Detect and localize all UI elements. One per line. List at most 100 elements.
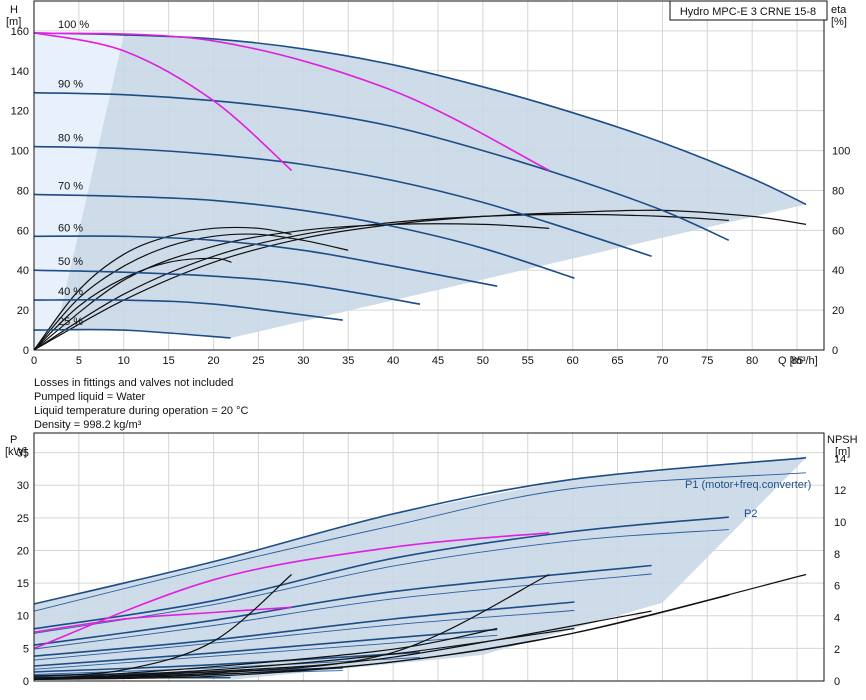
top-y2-tick-label: 100 bbox=[832, 146, 850, 158]
bottom-y2-tick-label: 2 bbox=[834, 644, 840, 656]
top-y2-tick-label: 80 bbox=[832, 185, 844, 197]
qh-curve bbox=[33, 145, 652, 258]
top-x-tick-label: 40 bbox=[387, 355, 399, 367]
eta-curve bbox=[33, 223, 550, 351]
speed-label: 70 % bbox=[58, 180, 83, 192]
top-y2-axis-unit: [%] bbox=[831, 16, 847, 28]
p2-curve bbox=[33, 529, 729, 634]
bottom-y2-tick-label: 8 bbox=[834, 549, 840, 561]
bottom-y2-tick-label: 14 bbox=[834, 453, 846, 465]
top-y2-tick-label: 40 bbox=[832, 265, 844, 277]
qh-curve bbox=[33, 269, 421, 305]
p2-series-label: P2 bbox=[744, 508, 757, 520]
speed-label: 60 % bbox=[58, 222, 83, 234]
top-y-tick-label: 0 bbox=[23, 345, 29, 357]
speed-label: 25 % bbox=[58, 316, 83, 328]
product-title: Hydro MPC-E 3 CRNE 15-8 bbox=[680, 6, 816, 18]
p1-series-label: P1 (motor+freq.converter) bbox=[685, 479, 811, 491]
bottom-y-axis-label: P bbox=[10, 434, 17, 446]
speed-label: 50 % bbox=[58, 256, 83, 268]
top-y-tick-label: 160 bbox=[11, 26, 29, 38]
bottom-y2-tick-label: 0 bbox=[834, 676, 840, 688]
note-losses: Losses in fittings and valves not includ… bbox=[34, 377, 234, 389]
top-y2-tick-label: 0 bbox=[832, 345, 838, 357]
top-x-tick-label: 35 bbox=[342, 355, 354, 367]
bottom-y2-tick-label: 10 bbox=[834, 517, 846, 529]
p1-curve bbox=[33, 516, 729, 630]
note-liquid: Pumped liquid = Water bbox=[34, 391, 146, 403]
npsh-curve bbox=[33, 594, 729, 680]
bottom-y-tick-label: 5 bbox=[23, 643, 29, 655]
eta-curve bbox=[33, 213, 729, 351]
p2-curve bbox=[33, 634, 498, 670]
top-x-tick-label: 85 bbox=[791, 355, 803, 367]
chart-notes: Losses in fittings and valves not includ… bbox=[34, 376, 248, 432]
bottom-y-tick-label: 15 bbox=[17, 578, 29, 590]
top-y-tick-label: 140 bbox=[11, 66, 29, 78]
bottom-y2-axis-unit: [m] bbox=[835, 446, 850, 458]
npsh-curve bbox=[33, 627, 498, 680]
top-plot-frame bbox=[33, 0, 825, 351]
top-y2-tick-label: 20 bbox=[832, 305, 844, 317]
qh-curve bbox=[33, 91, 730, 242]
p2-curve bbox=[33, 472, 807, 612]
bottom-plot-frame bbox=[33, 432, 825, 682]
top-x-tick-label: 45 bbox=[432, 355, 444, 367]
single-pump-curve bbox=[33, 32, 293, 172]
p2-curve bbox=[33, 610, 575, 661]
top-x-tick-label: 55 bbox=[522, 355, 534, 367]
bottom-y2-tick-label: 12 bbox=[834, 485, 846, 497]
bottom-y-tick-label: 35 bbox=[17, 448, 29, 460]
bottom-y-axis-unit: [kW] bbox=[5, 446, 27, 458]
top-x-tick-label: 80 bbox=[746, 355, 758, 367]
eta-curve bbox=[33, 233, 349, 351]
qh-curve bbox=[33, 193, 575, 279]
top-x-tick-label: 25 bbox=[252, 355, 264, 367]
product-title-box bbox=[669, 0, 828, 21]
p1-curve bbox=[33, 457, 807, 605]
speed-label: 100 % bbox=[58, 19, 89, 31]
top-x-tick-label: 0 bbox=[31, 355, 37, 367]
top-y-axis-label: H bbox=[10, 4, 18, 16]
top-y-tick-label: 20 bbox=[17, 305, 29, 317]
top-x-tick-label: 70 bbox=[656, 355, 668, 367]
qh-curve bbox=[33, 235, 498, 287]
p1-curve bbox=[33, 601, 575, 657]
eta-curve bbox=[33, 209, 807, 351]
top-x-tick-label: 5 bbox=[76, 355, 82, 367]
top-x-tick-label: 30 bbox=[297, 355, 309, 367]
single-pump-power-curve bbox=[33, 532, 550, 650]
p2-curve bbox=[33, 573, 652, 650]
top-x-tick-label: 10 bbox=[118, 355, 130, 367]
qh-curve bbox=[33, 299, 343, 321]
top-x-tick-label: 75 bbox=[701, 355, 713, 367]
bottom-y-tick-label: 10 bbox=[17, 611, 29, 623]
top-y-tick-label: 120 bbox=[11, 106, 29, 118]
qh-chart: 0 5 10 15 20 25 30 35 40 45 50 55 60 65 70 75 80 85 0 20 40 6… bbox=[11, 0, 850, 367]
npsh-curve bbox=[33, 627, 575, 680]
bottom-y2-axis-label: NPSH bbox=[827, 434, 858, 446]
top-y-tick-label: 40 bbox=[17, 265, 29, 277]
top-x-axis-label: Q [m³/h] bbox=[778, 355, 818, 367]
top-y-tick-label: 100 bbox=[11, 146, 29, 158]
note-density: Density = 998.2 kg/m³ bbox=[34, 419, 142, 431]
bottom-y2-tick-label: 4 bbox=[834, 612, 840, 624]
top-x-tick-label: 15 bbox=[163, 355, 175, 367]
single-pump-curve bbox=[33, 32, 550, 172]
bottom-y-tick-label: 30 bbox=[17, 480, 29, 492]
power-npsh-chart: 0 5 10 15 20 25 30 35 0 2 4 6 8 10 12 14 bbox=[17, 432, 846, 688]
top-y2-tick-label: 60 bbox=[832, 225, 844, 237]
p1-curve bbox=[33, 628, 498, 667]
top-y-axis-unit: [m] bbox=[6, 16, 21, 28]
speed-label: 80 % bbox=[58, 133, 83, 145]
qh-curve bbox=[33, 328, 231, 339]
bottom-y-tick-label: 25 bbox=[17, 513, 29, 525]
bottom-y-tick-label: 0 bbox=[23, 676, 29, 688]
top-y2-axis-label: eta bbox=[831, 4, 847, 16]
eta-curve bbox=[33, 257, 232, 351]
eta-curve bbox=[33, 226, 292, 351]
bottom-y2-tick-label: 6 bbox=[834, 581, 840, 593]
note-temperature: Liquid temperature during operation = 20… bbox=[34, 405, 249, 417]
bottom-y-tick-label: 20 bbox=[17, 545, 29, 557]
